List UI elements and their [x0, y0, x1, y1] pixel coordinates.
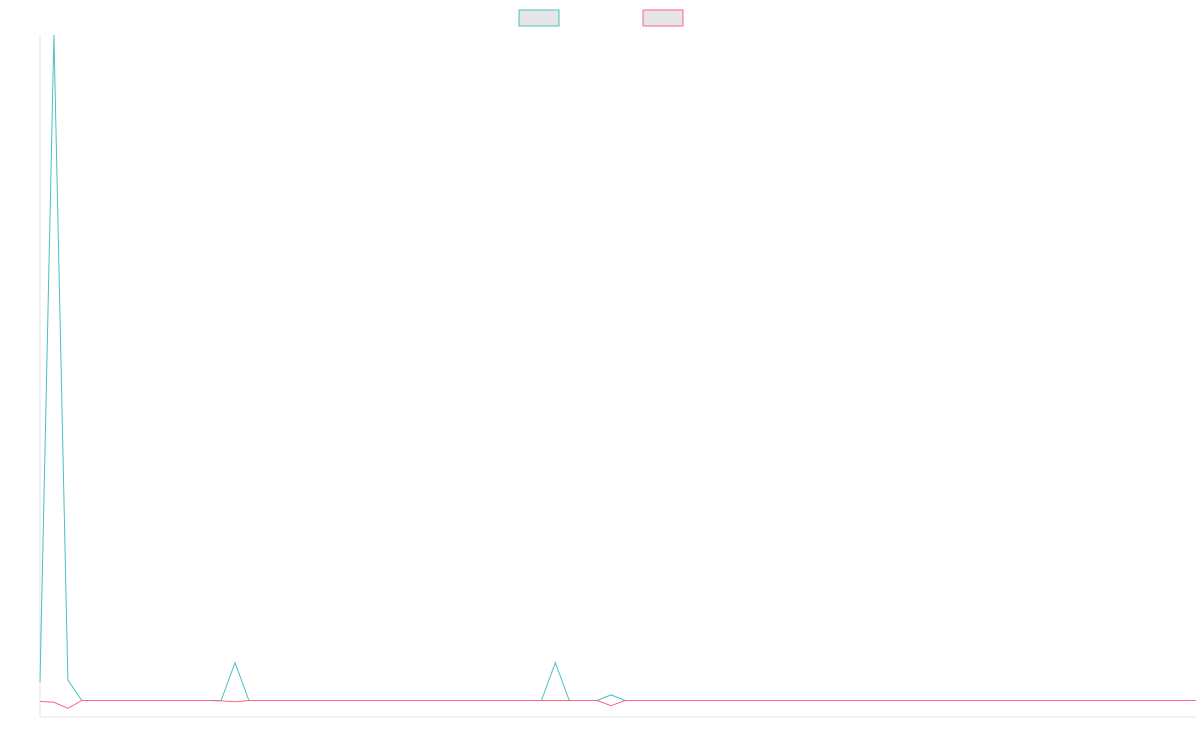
chart-legend	[518, 9, 684, 27]
legend-swatch-1[interactable]	[518, 9, 560, 27]
chart-axes	[39, 35, 1196, 718]
legend-swatch-2[interactable]	[642, 9, 684, 27]
series-line-2	[39, 699, 1196, 709]
series-line-1	[39, 34, 1196, 701]
series-layer	[39, 34, 1196, 709]
